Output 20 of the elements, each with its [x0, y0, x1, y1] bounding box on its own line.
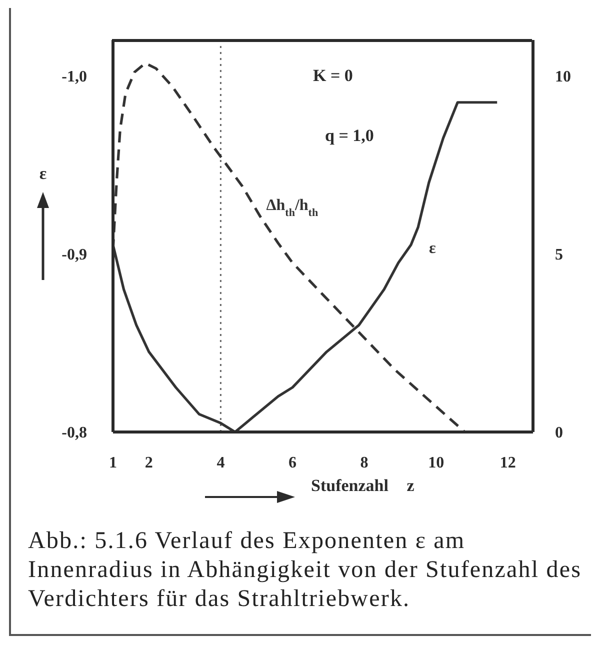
annotation: K = 0 [313, 66, 353, 86]
y2-tick-label: 5 [555, 246, 563, 264]
series-label: Δh$_{th}$/h$_{th}$ [266, 197, 318, 220]
text: Abb.: 5.1.6 Verlauf des Exponenten ε am Innenradius in Abhängigkeit von der Stufenzahl des Verdichters für das Strahltriebwerk. [28, 527, 583, 614]
series-label: ε [428, 240, 436, 257]
y-axis-title: ε [38, 164, 48, 184]
x-tick-label: 4 [216, 454, 225, 472]
x-axis-title: Stufenzahl z [311, 476, 414, 496]
x-tick-label: 8 [360, 454, 368, 472]
y2-tick-label: 10 [555, 68, 571, 86]
annotation: q = 1,0 [325, 126, 374, 146]
x-tick-label: 6 [288, 454, 296, 472]
x-tick-label: 10 [428, 454, 444, 472]
x-tick-label: 2 [144, 454, 153, 472]
x-tick-label: 1 [109, 454, 117, 472]
x-tick-label: 12 [500, 454, 516, 472]
y-tick-label: -1,0 [62, 68, 87, 86]
y-tick-label: -0,9 [62, 246, 87, 264]
y-tick-label: -0,8 [62, 424, 87, 442]
y2-tick-label: 0 [555, 424, 563, 442]
